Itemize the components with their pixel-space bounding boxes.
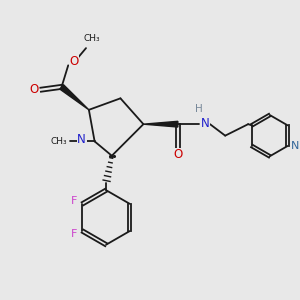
Text: N: N <box>77 134 86 146</box>
Text: O: O <box>173 148 182 161</box>
Text: O: O <box>29 83 38 96</box>
Text: O: O <box>69 55 79 68</box>
Polygon shape <box>143 121 178 127</box>
Polygon shape <box>60 85 89 110</box>
Text: F: F <box>71 196 77 206</box>
Text: CH₃: CH₃ <box>83 34 100 43</box>
Text: F: F <box>71 229 77 239</box>
Text: CH₃: CH₃ <box>50 137 67 146</box>
Text: H: H <box>195 104 203 114</box>
Text: N: N <box>291 141 299 151</box>
Text: N: N <box>201 117 209 130</box>
